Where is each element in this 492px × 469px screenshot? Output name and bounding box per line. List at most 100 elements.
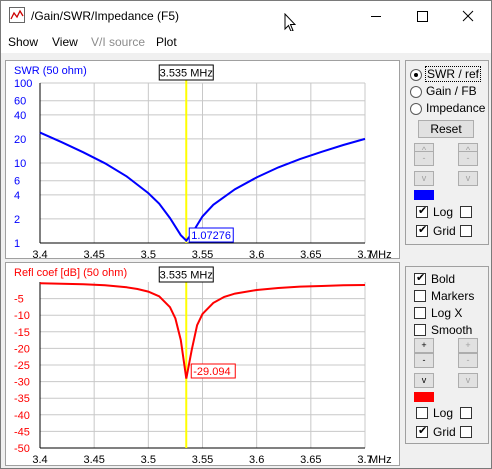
y-tick-label: 10 xyxy=(14,158,26,170)
y-tick-label: -5 xyxy=(14,294,24,306)
y-tick-label: -35 xyxy=(14,393,30,405)
marker-value-label: -29.094 xyxy=(193,366,230,378)
x-tick-label: 3.4 xyxy=(32,249,47,258)
cursor-frequency-label: 3.535 MHz xyxy=(160,68,213,80)
y-tick-label: -25 xyxy=(14,360,30,372)
y-tick-label: -20 xyxy=(14,343,30,355)
reset-button[interactable]: Reset xyxy=(418,120,474,138)
x-tick-label: 3.4 xyxy=(32,454,47,465)
chart-title: Refl coef [dB] (50 ohm) xyxy=(14,267,127,279)
close-icon xyxy=(462,10,474,22)
markers-label: Markers xyxy=(431,289,475,303)
y-tick-label: 100 xyxy=(14,78,32,90)
impedance-radio[interactable]: Impedance xyxy=(410,101,486,117)
refl-controls-panel: Bold Markers Log X Smooth + + - - v v Lo… xyxy=(405,266,489,444)
swr-controls-panel: SWR / ref Gain / FB Impedance Reset ^ ^ … xyxy=(405,60,489,245)
scale-down-right-button[interactable]: v xyxy=(458,171,478,186)
log-label: Log xyxy=(433,406,454,420)
menu-vi-source: V/I source xyxy=(91,35,146,49)
scale-minus-left-button[interactable]: - xyxy=(414,151,434,166)
impedance-label: Impedance xyxy=(426,101,486,115)
radio-dot xyxy=(410,69,422,81)
series-color-swatch[interactable] xyxy=(414,190,434,200)
refl-coef-chart[interactable]: -5-10-15-20-25-30-35-40-45-503.4 3.45 3.5 3… xyxy=(6,263,399,465)
y-tick-label: 4 xyxy=(14,190,20,202)
log-checkbox[interactable] xyxy=(416,204,428,218)
minimize-button[interactable] xyxy=(353,1,399,31)
x-tick-label: 3.55 xyxy=(192,454,213,465)
log-right-checkbox[interactable] xyxy=(460,407,472,419)
title-bar[interactable]: /Gain/SWR/Impedance (F5) xyxy=(1,1,491,33)
series-line xyxy=(39,282,366,379)
x-tick-label: 3.5 xyxy=(141,249,156,258)
swr-ref-radio[interactable]: SWR / ref xyxy=(410,66,486,83)
radio-selected-dot xyxy=(414,73,418,77)
x-tick-label: 3.65 xyxy=(300,249,321,258)
y-tick-label: 20 xyxy=(14,134,26,146)
grid-right-checkbox[interactable] xyxy=(460,225,472,237)
maximize-button[interactable] xyxy=(399,1,445,31)
refl-coef-chart-panel[interactable]: -5 -10 -15 -20 -25 -30 -35 -40 -45 -50 3.4 3.45 3.5 3… xyxy=(5,262,400,466)
y-tick-label: -40 xyxy=(14,410,30,422)
y-tick-label: -10 xyxy=(14,310,30,322)
y-tick-label: -45 xyxy=(14,426,30,438)
scale-minus-right-button[interactable]: - xyxy=(458,151,478,166)
y-tick-label: -30 xyxy=(14,377,30,389)
series-color-swatch[interactable] xyxy=(414,392,434,402)
x-tick-label: 3.6 xyxy=(249,249,264,258)
radio-dot xyxy=(410,86,422,98)
grid-checkbox[interactable] xyxy=(416,424,428,438)
menu-bar: Show View V/I source Plot xyxy=(1,31,491,53)
bold-label: Bold xyxy=(431,272,456,286)
scale-minus-right-button[interactable]: - xyxy=(458,353,478,368)
minimize-icon xyxy=(371,16,381,17)
scale-down-left-button[interactable]: v xyxy=(414,171,434,186)
smooth-checkbox[interactable] xyxy=(414,324,426,336)
bold-checkbox[interactable] xyxy=(414,271,426,285)
cursor-frequency-label: 3.535 MHz xyxy=(160,270,213,282)
swr-ref-label: SWR / ref xyxy=(424,66,482,82)
logx-checkbox[interactable] xyxy=(414,307,426,319)
x-tick-label: 3.45 xyxy=(83,249,104,258)
grid-label: Grid xyxy=(433,425,456,439)
close-button[interactable] xyxy=(445,1,491,31)
x-unit-label: MHz xyxy=(369,249,392,258)
scale-minus-left-button[interactable]: - xyxy=(414,353,434,368)
grid-right-checkbox[interactable] xyxy=(460,426,472,438)
x-unit-label: MHz xyxy=(369,454,392,465)
maximize-icon xyxy=(417,11,428,22)
marker-value-box xyxy=(188,227,234,243)
x-tick-label: 3.55 xyxy=(192,249,213,258)
menu-plot[interactable]: Plot xyxy=(156,35,177,49)
y-tick-label: -15 xyxy=(14,327,30,339)
gain-fb-label: Gain / FB xyxy=(426,84,477,98)
y-tick-label: 2 xyxy=(14,214,20,226)
gain-fb-radio[interactable]: Gain / FB xyxy=(410,84,486,100)
cursor-label-box xyxy=(158,266,214,283)
mouse-cursor-icon xyxy=(284,13,296,33)
log-right-checkbox[interactable] xyxy=(460,206,472,218)
x-tick-label: 3.6 xyxy=(249,454,264,465)
x-tick-label: 3.65 xyxy=(300,454,321,465)
scale-up-right-button[interactable]: + xyxy=(458,338,478,353)
swr-chart[interactable]: 100 60 40 20 10 6 4 2 1 3.4 3.45 3.5 3.55 3.6 3.65 3.7M… xyxy=(6,61,399,258)
y-tick-label: 40 xyxy=(14,110,26,122)
marker-value-box xyxy=(190,363,236,379)
menu-show[interactable]: Show xyxy=(8,35,39,49)
smooth-label: Smooth xyxy=(431,323,473,337)
log-checkbox[interactable] xyxy=(416,407,428,419)
scale-down-right-button[interactable]: v xyxy=(458,373,478,388)
logx-label: Log X xyxy=(431,306,463,320)
log-label: Log xyxy=(433,205,454,219)
menu-view[interactable]: View xyxy=(52,35,78,49)
y-tick-label: 60 xyxy=(14,96,26,108)
grid-checkbox[interactable] xyxy=(416,223,428,237)
chart-title: SWR (50 ohm) xyxy=(14,65,87,77)
swr-chart-panel[interactable]: 100 60 40 20 10 6 4 2 1 3.4 3.45 3.5 3.55 3.6 3.65 3.7 M… xyxy=(5,60,400,259)
scale-down-left-button[interactable]: v xyxy=(414,373,434,388)
scale-up-left-button[interactable]: + xyxy=(414,338,434,353)
chart-app-icon xyxy=(9,7,25,23)
radio-dot xyxy=(410,103,422,115)
markers-checkbox[interactable] xyxy=(414,290,426,302)
